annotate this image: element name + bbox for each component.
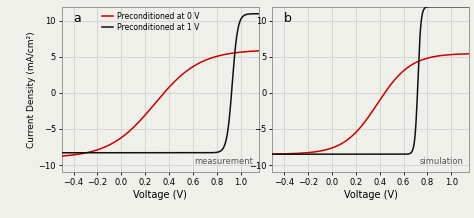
X-axis label: Voltage (V): Voltage (V) bbox=[133, 190, 187, 199]
Y-axis label: Current Density (mA/cm²): Current Density (mA/cm²) bbox=[27, 31, 36, 148]
X-axis label: Voltage (V): Voltage (V) bbox=[344, 190, 398, 199]
Text: b: b bbox=[284, 12, 292, 24]
Text: a: a bbox=[73, 12, 81, 24]
Text: measurement: measurement bbox=[194, 157, 253, 166]
Text: simulation: simulation bbox=[419, 157, 464, 166]
Legend: Preconditioned at 0 V, Preconditioned at 1 V: Preconditioned at 0 V, Preconditioned at… bbox=[99, 9, 203, 35]
